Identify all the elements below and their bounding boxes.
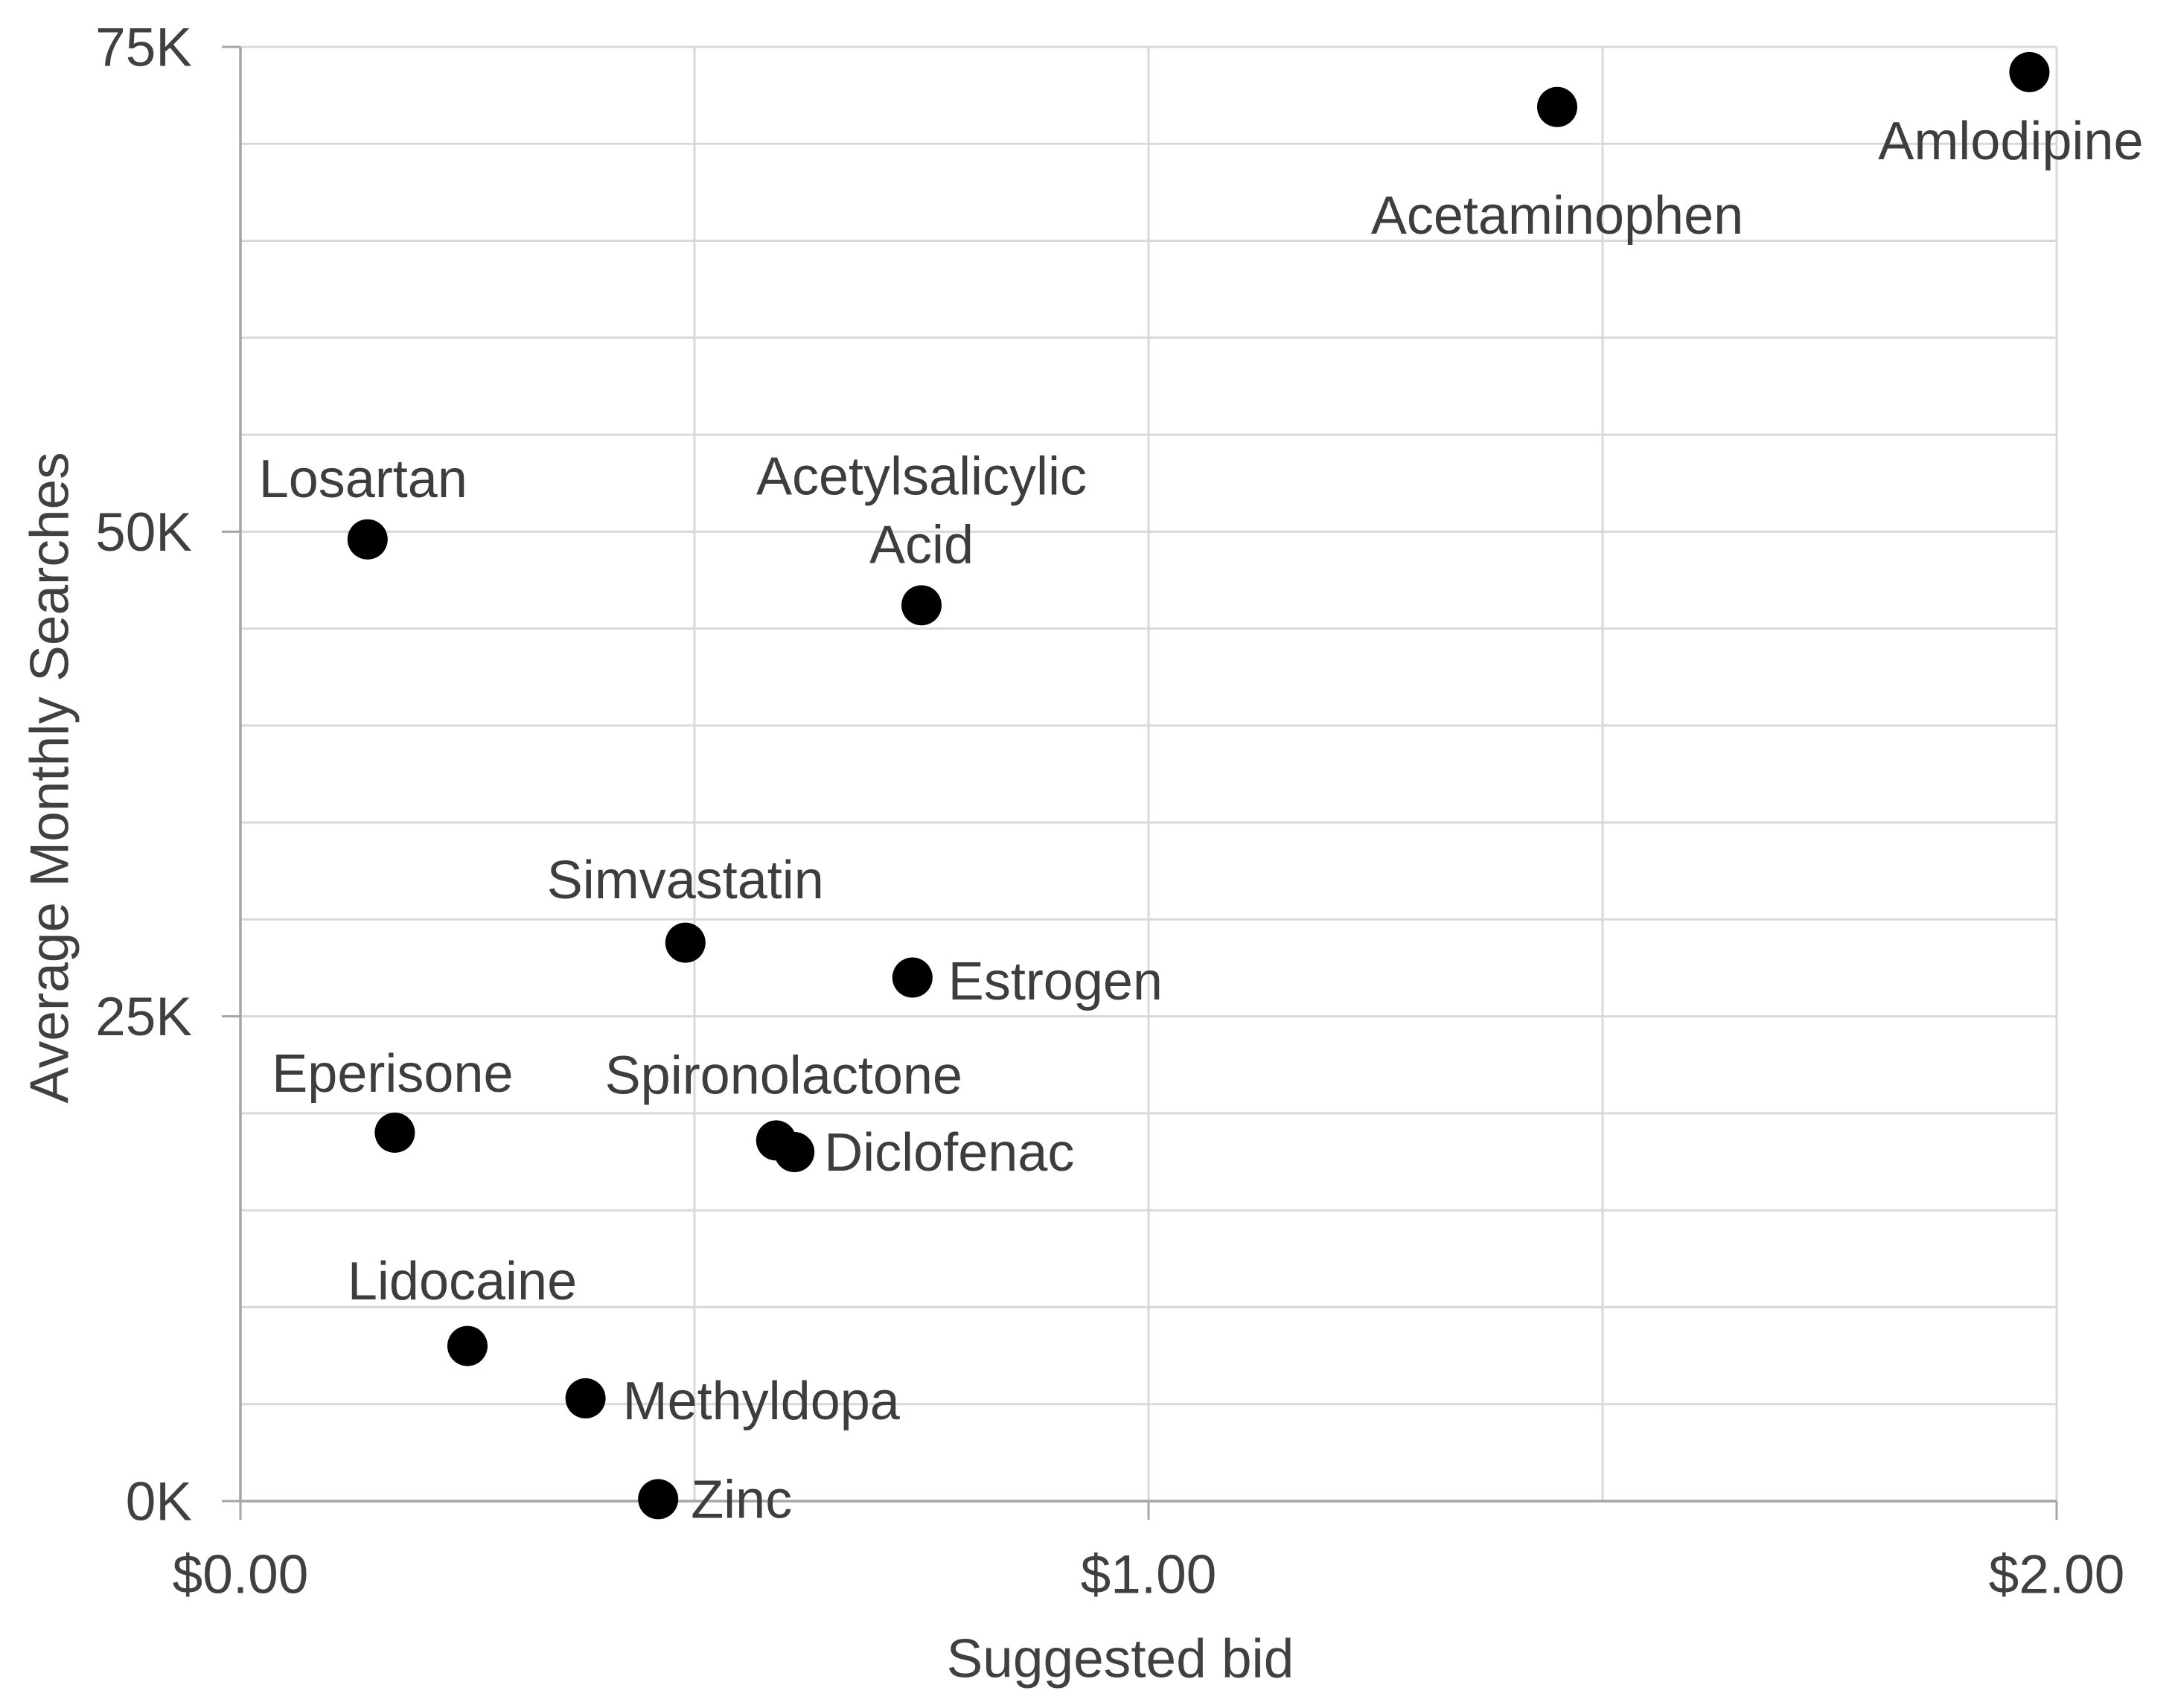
data-point-simvastatin: [665, 922, 706, 963]
axis-tick-labels: 0K 25K 50K 75K $0.00 $1.00 $2.00: [95, 18, 2124, 1605]
data-points: [347, 51, 2050, 1520]
y-tick-label: 50K: [95, 502, 192, 563]
y-tick-label: 75K: [95, 18, 192, 78]
data-point-diclofenac: [774, 1132, 815, 1173]
y-axis-title: Average Monthly Searches: [20, 452, 80, 1103]
point-label-acetaminophen: Acetaminophen: [1371, 186, 1743, 246]
x-tick-label: $0.00: [173, 1545, 309, 1605]
gridlines: [240, 45, 2058, 1501]
point-label-losartan: Losartan: [259, 450, 467, 509]
y-tick-label: 25K: [95, 987, 192, 1047]
point-label-simvastatin: Simvastatin: [547, 851, 824, 910]
point-label-methyldopa: Methyldopa: [623, 1372, 901, 1431]
data-point-acetylsalicylic-acid: [901, 585, 942, 626]
data-point-losartan: [347, 519, 388, 560]
x-axis-title: Suggested bid: [947, 1629, 1294, 1689]
data-point-lidocaine: [447, 1325, 488, 1366]
point-label-eperisone: Eperisone: [272, 1044, 513, 1104]
data-point-amlodipine: [2009, 51, 2050, 92]
data-point-zinc: [638, 1479, 679, 1520]
data-point-labels: Losartan Eperisone Lidocaine Methyldopa Zinc…: [259, 112, 2144, 1530]
y-tick-label: 0K: [126, 1472, 192, 1532]
x-tick-label: $1.00: [1081, 1545, 1217, 1605]
point-label-lidocaine: Lidocaine: [348, 1252, 577, 1311]
point-label-amlodipine: Amlodipine: [1878, 112, 2143, 171]
x-tick-label: $2.00: [1989, 1545, 2125, 1605]
point-label-estrogen: Estrogen: [948, 952, 1163, 1011]
point-label-zinc: Zinc: [691, 1471, 792, 1530]
data-point-acetaminophen: [1537, 86, 1577, 127]
point-label-spironolactone: Spironolactone: [605, 1046, 962, 1106]
point-label-diclofenac: Diclofenac: [824, 1123, 1074, 1183]
data-point-estrogen: [892, 957, 933, 998]
data-point-eperisone: [374, 1112, 415, 1153]
data-point-methyldopa: [565, 1378, 606, 1418]
point-label-acetylsalicylic-acid: Acid: [869, 516, 974, 575]
axes: [222, 45, 2058, 1520]
point-label-acetylsalicylic-acid: Acetylsalicylic: [756, 447, 1087, 507]
